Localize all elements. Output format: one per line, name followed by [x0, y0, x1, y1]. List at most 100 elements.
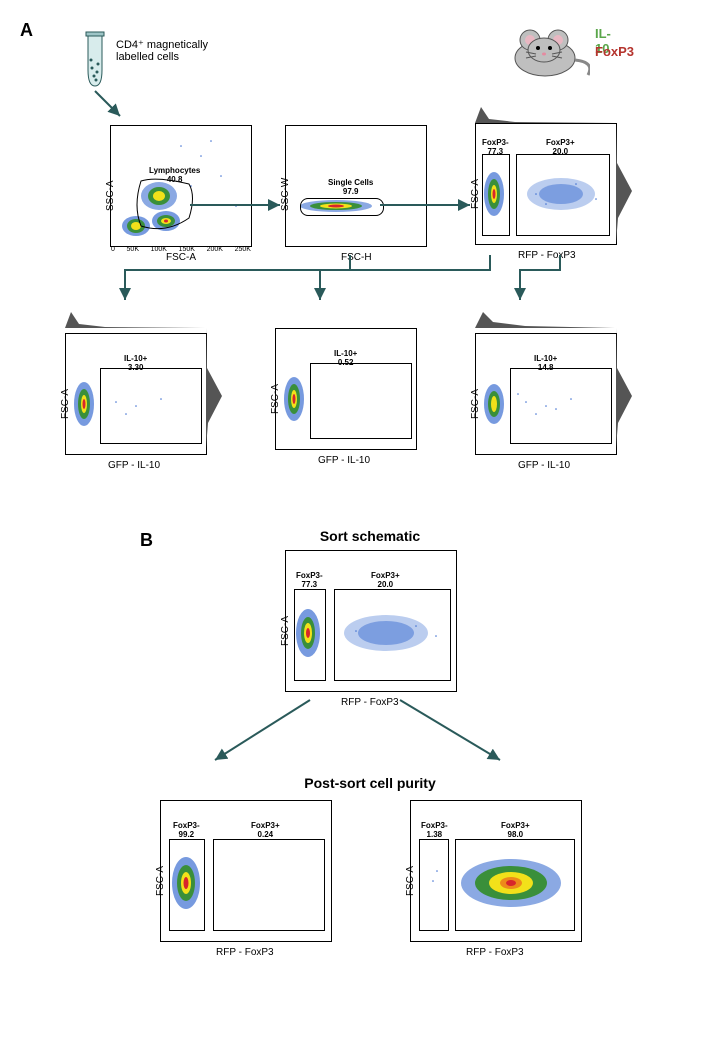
lymph-gate-name: Lymphocytes	[149, 166, 200, 175]
il10p-hist-top	[475, 310, 615, 328]
sort-neg-lab: FoxP3-77.3	[296, 571, 323, 589]
fp-neg-lab: FoxP3-77.3	[482, 138, 509, 156]
spn: FoxP3+	[371, 571, 400, 580]
t: 200K	[207, 246, 223, 253]
ilv: 3.30	[128, 363, 144, 372]
panel-b-label: B	[140, 530, 153, 551]
pppn: FoxP3+	[501, 821, 530, 830]
il10a-hist-top	[65, 310, 205, 328]
plot-il10-pos: IL-10+14.8 FSC-A GFP - IL-10	[475, 333, 617, 455]
il10a-lab: IL-10+3.30	[124, 354, 147, 372]
sort-pos-gate	[334, 589, 451, 681]
fp-y: FSC-A	[470, 179, 481, 209]
il10p-lab: IL-10+14.8	[534, 354, 557, 372]
arrow-tube-plot1	[90, 86, 130, 126]
mouse-group: IL-10 FoxP3	[500, 20, 590, 85]
sc-y: SSC-W	[280, 178, 291, 211]
foxp3-legend: FoxP3	[595, 44, 634, 59]
ilpv: 14.8	[538, 363, 554, 372]
tube-label: CD4⁺ magnetically labelled cells	[116, 38, 208, 63]
arrow-2-3	[380, 200, 480, 210]
plot-il10-neg: IL-10+0.52 FSC-A GFP - IL-10	[275, 328, 417, 450]
fp-pos-lab: FoxP3+20.0	[546, 138, 575, 156]
t: 150K	[179, 246, 195, 253]
il10n-lab: IL-10+0.52	[334, 349, 357, 367]
pn-pos-lab: FoxP3+0.24	[251, 821, 280, 839]
plot-post-neg: FoxP3-99.2 FoxP3+0.24 FSC-A RFP - FoxP3	[160, 800, 332, 942]
il10-neg-wrap: IL-10+0.52 FSC-A GFP - IL-10	[275, 310, 417, 450]
post-title: Post-sort cell purity	[250, 775, 490, 791]
t: 250K	[235, 246, 251, 253]
ppn: FoxP3+	[251, 821, 280, 830]
sort-y: FSC-A	[280, 616, 291, 646]
plot-foxp3: FoxP3-77.3 FoxP3+20.0 FSC-A RFP - FoxP3	[475, 123, 617, 245]
plot-sort: FoxP3-77.3 FoxP3+20.0 FSC-A RFP - FoxP3	[285, 550, 457, 692]
pp-pos-gate	[455, 839, 575, 931]
pp-pos-lab: FoxP3+98.0	[501, 821, 530, 839]
il10a-x: GFP - IL-10	[108, 460, 160, 471]
ilnv: 0.52	[338, 358, 354, 367]
sc-gate	[300, 198, 384, 216]
lymph-gate	[111, 126, 251, 246]
fpp: FoxP3+	[546, 138, 575, 147]
il10p-y: FSC-A	[470, 389, 481, 419]
sort-neg-gate	[294, 589, 326, 681]
sc-name: Single Cells	[328, 178, 373, 187]
lymph-gate-val: 40.8	[167, 175, 183, 184]
lymph-y: SSC-A	[105, 180, 116, 211]
plot-post-pos: FoxP3-1.38 FoxP3+98.0 FSC-A RFP - FoxP3	[410, 800, 582, 942]
t: 0	[111, 246, 115, 253]
arrows-r1-r2	[120, 255, 640, 315]
spv: 20.0	[378, 580, 394, 589]
iln: IL-10+	[124, 354, 147, 363]
arrows-sort-post	[200, 700, 540, 770]
ilpn: IL-10+	[534, 354, 557, 363]
fpn: FoxP3-	[482, 138, 509, 147]
pnn: FoxP3-	[173, 821, 200, 830]
sc-gate-label: Single Cells97.9	[328, 178, 373, 196]
t: 100K	[151, 246, 167, 253]
pn-neg-gate	[169, 839, 205, 931]
mouse-icon	[500, 20, 590, 80]
pp-y: FSC-A	[405, 866, 416, 896]
il10p-hist-right	[616, 328, 634, 448]
lymph-gate-label: Lymphocytes40.8	[149, 166, 200, 184]
il10p-gate	[510, 368, 612, 444]
ppnn: FoxP3-	[421, 821, 448, 830]
ppnv: 1.38	[427, 830, 443, 839]
il10n-y: FSC-A	[270, 384, 281, 414]
p3-hist-top	[475, 105, 615, 123]
pn-pos-gate	[213, 839, 325, 931]
arrow-1-2	[190, 200, 290, 210]
tube-icon	[80, 30, 110, 90]
pnv: 99.2	[179, 830, 195, 839]
ilnn: IL-10+	[334, 349, 357, 358]
panel-a-label: A	[20, 20, 33, 41]
figure: A CD4⁺ magnetically labelled cells IL-10	[20, 20, 697, 1028]
il10n-gate	[310, 363, 412, 439]
ppv: 0.24	[258, 830, 274, 839]
pn-neg-lab: FoxP3-99.2	[173, 821, 200, 839]
il10a-gate	[100, 368, 202, 444]
plot-singlecells: Single Cells97.9 SSC-W FSC-H	[285, 125, 427, 247]
pp-neg-gate	[419, 839, 449, 931]
plot-il10-all: IL-10+3.30 FSC-A GFP - IL-10	[65, 333, 207, 455]
fp-neg-gate	[482, 154, 510, 236]
il10p-x: GFP - IL-10	[518, 460, 570, 471]
plot-lymphocytes: Lymphocytes40.8 SSC-A FSC-A 050K100K150K…	[110, 125, 252, 247]
il10-pos-wrap: IL-10+14.8 FSC-A GFP - IL-10	[475, 310, 617, 455]
il10a-y: FSC-A	[60, 389, 71, 419]
snn: FoxP3-	[296, 571, 323, 580]
fppv: 20.0	[553, 147, 569, 156]
il10n-x: GFP - IL-10	[318, 455, 370, 466]
snv: 77.3	[302, 580, 318, 589]
il10-all-wrap: IL-10+3.30 FSC-A GFP - IL-10	[65, 310, 207, 455]
t: 50K	[127, 246, 139, 253]
pn-y: FSC-A	[155, 866, 166, 896]
pn-x: RFP - FoxP3	[216, 947, 274, 958]
fp-pos-gate	[516, 154, 610, 236]
fpnv: 77.3	[488, 147, 504, 156]
sort-pos-lab: FoxP3+20.0	[371, 571, 400, 589]
sort-title: Sort schematic	[270, 528, 470, 544]
pp-x: RFP - FoxP3	[466, 947, 524, 958]
